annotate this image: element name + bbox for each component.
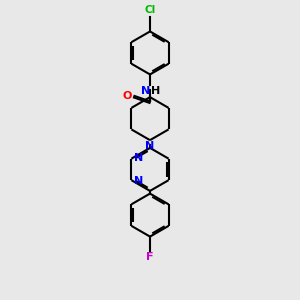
Text: N: N xyxy=(134,153,143,163)
Text: F: F xyxy=(146,252,154,262)
Text: Cl: Cl xyxy=(144,5,156,15)
Text: N: N xyxy=(146,141,154,151)
Text: N: N xyxy=(141,86,151,96)
Text: H: H xyxy=(151,86,160,96)
Text: O: O xyxy=(122,91,131,101)
Text: N: N xyxy=(134,176,143,186)
